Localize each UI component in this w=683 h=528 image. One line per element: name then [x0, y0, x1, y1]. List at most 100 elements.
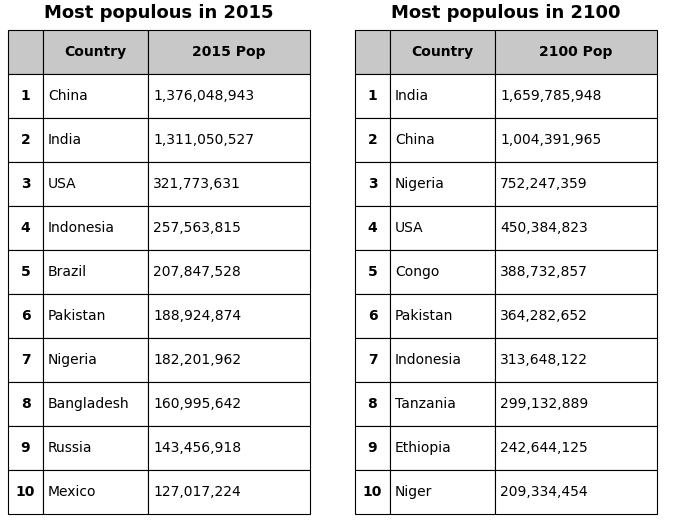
- Text: 752,247,359: 752,247,359: [500, 176, 587, 191]
- Bar: [43, 30, 148, 73]
- Bar: [355, 30, 390, 73]
- Text: Most populous in 2100: Most populous in 2100: [391, 4, 621, 22]
- Bar: [495, 118, 657, 162]
- Text: 207,847,528: 207,847,528: [153, 265, 240, 279]
- Bar: [355, 294, 390, 337]
- Text: Congo: Congo: [395, 265, 439, 279]
- Bar: [148, 30, 310, 73]
- Text: 450,384,823: 450,384,823: [500, 221, 588, 234]
- Text: 242,644,125: 242,644,125: [500, 440, 588, 455]
- Text: Niger: Niger: [395, 485, 432, 498]
- Text: India: India: [48, 133, 82, 147]
- Text: 2: 2: [367, 133, 378, 147]
- Bar: [148, 337, 310, 382]
- Bar: [8, 30, 43, 73]
- Text: 8: 8: [367, 397, 378, 411]
- Bar: [390, 337, 495, 382]
- Bar: [390, 250, 495, 294]
- Bar: [355, 469, 390, 514]
- Bar: [148, 118, 310, 162]
- Text: Indonesia: Indonesia: [395, 353, 462, 366]
- Text: 188,924,874: 188,924,874: [153, 308, 241, 323]
- Bar: [8, 205, 43, 250]
- Bar: [8, 469, 43, 514]
- Bar: [355, 250, 390, 294]
- Text: 257,563,815: 257,563,815: [153, 221, 241, 234]
- Bar: [43, 294, 148, 337]
- Text: Most populous in 2015: Most populous in 2015: [44, 4, 274, 22]
- Bar: [43, 73, 148, 118]
- Text: 5: 5: [367, 265, 378, 279]
- Text: 299,132,889: 299,132,889: [500, 397, 588, 411]
- Text: 1,376,048,943: 1,376,048,943: [153, 89, 254, 102]
- Bar: [495, 337, 657, 382]
- Bar: [355, 118, 390, 162]
- Text: 143,456,918: 143,456,918: [153, 440, 241, 455]
- Bar: [390, 205, 495, 250]
- Bar: [43, 337, 148, 382]
- Text: 1: 1: [367, 89, 378, 102]
- Bar: [355, 382, 390, 426]
- Text: India: India: [395, 89, 429, 102]
- Bar: [148, 250, 310, 294]
- Bar: [495, 469, 657, 514]
- Bar: [8, 118, 43, 162]
- Text: Country: Country: [411, 44, 473, 59]
- Text: Nigeria: Nigeria: [395, 176, 445, 191]
- Bar: [8, 294, 43, 337]
- Bar: [43, 250, 148, 294]
- Bar: [495, 426, 657, 469]
- Text: 9: 9: [367, 440, 377, 455]
- Text: 388,732,857: 388,732,857: [500, 265, 588, 279]
- Text: 1: 1: [20, 89, 30, 102]
- Text: Mexico: Mexico: [48, 485, 96, 498]
- Bar: [8, 250, 43, 294]
- Text: Bangladesh: Bangladesh: [48, 397, 130, 411]
- Bar: [390, 469, 495, 514]
- Bar: [8, 162, 43, 205]
- Text: 7: 7: [367, 353, 377, 366]
- Bar: [390, 426, 495, 469]
- Bar: [355, 426, 390, 469]
- Text: 7: 7: [20, 353, 30, 366]
- Bar: [148, 469, 310, 514]
- Bar: [495, 162, 657, 205]
- Bar: [355, 337, 390, 382]
- Text: 3: 3: [20, 176, 30, 191]
- Text: 321,773,631: 321,773,631: [153, 176, 241, 191]
- Text: 2100 Pop: 2100 Pop: [540, 44, 613, 59]
- Text: Ethiopia: Ethiopia: [395, 440, 451, 455]
- Text: 2: 2: [20, 133, 30, 147]
- Text: Tanzania: Tanzania: [395, 397, 456, 411]
- Bar: [495, 250, 657, 294]
- Text: 6: 6: [20, 308, 30, 323]
- Text: Pakistan: Pakistan: [48, 308, 107, 323]
- Bar: [495, 294, 657, 337]
- Bar: [390, 162, 495, 205]
- Bar: [148, 382, 310, 426]
- Text: 1,311,050,527: 1,311,050,527: [153, 133, 254, 147]
- Bar: [8, 73, 43, 118]
- Bar: [355, 162, 390, 205]
- Text: Country: Country: [64, 44, 126, 59]
- Bar: [355, 73, 390, 118]
- Text: 209,334,454: 209,334,454: [500, 485, 587, 498]
- Text: 4: 4: [367, 221, 378, 234]
- Bar: [43, 205, 148, 250]
- Text: Brazil: Brazil: [48, 265, 87, 279]
- Bar: [495, 382, 657, 426]
- Text: 10: 10: [363, 485, 382, 498]
- Bar: [390, 118, 495, 162]
- Bar: [495, 73, 657, 118]
- Text: 127,017,224: 127,017,224: [153, 485, 240, 498]
- Bar: [495, 205, 657, 250]
- Text: 6: 6: [367, 308, 377, 323]
- Bar: [148, 426, 310, 469]
- Text: 364,282,652: 364,282,652: [500, 308, 588, 323]
- Text: 313,648,122: 313,648,122: [500, 353, 588, 366]
- Text: 9: 9: [20, 440, 30, 455]
- Bar: [148, 73, 310, 118]
- Text: 2015 Pop: 2015 Pop: [192, 44, 266, 59]
- Bar: [43, 469, 148, 514]
- Text: 5: 5: [20, 265, 30, 279]
